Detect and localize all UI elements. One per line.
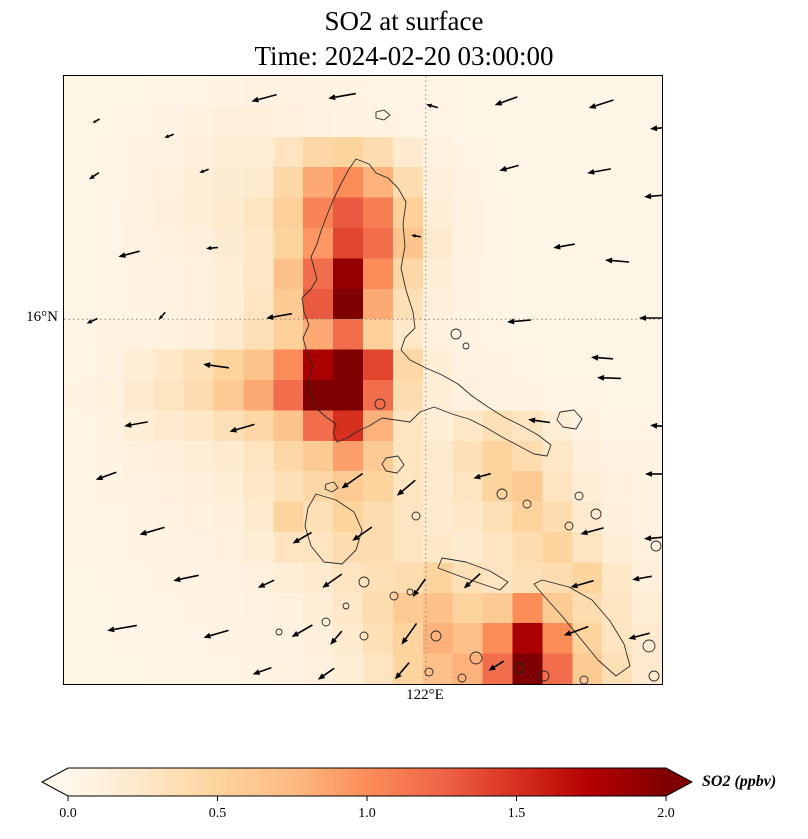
coastline-islet (359, 631, 369, 641)
coastline-islet (462, 342, 470, 350)
plot-title: SO2 at surface (324, 6, 484, 36)
coastline-islet (358, 576, 370, 588)
gridlines-layer (64, 76, 662, 684)
colorbar-left-arrow (42, 768, 68, 796)
coastline-islet (342, 602, 350, 610)
colorbar-canvas: 0.0 0.5 1.0 1.5 2.0 (40, 767, 694, 821)
coastline-islet (538, 670, 550, 682)
colorbar: 0.0 0.5 1.0 1.5 2.0 SO2 (ppbv) (0, 764, 808, 836)
coastline-islet (424, 667, 434, 677)
coastline-layer (275, 109, 662, 684)
svg-text:0.0: 0.0 (59, 806, 77, 821)
map-plot (63, 75, 663, 685)
coastline-mindoro (304, 493, 363, 565)
coastline-islet (522, 499, 532, 509)
lat-tick-label: 16°N (26, 309, 58, 325)
coastline-islet (450, 328, 462, 340)
plot-subtitle: Time: 2024-02-20 03:00:00 (254, 41, 554, 71)
coastline-islet (275, 628, 283, 636)
svg-text:0.5: 0.5 (209, 806, 227, 821)
map-canvas (64, 76, 662, 684)
coastline-islet (406, 588, 414, 596)
coastline-islet (389, 591, 399, 601)
lake-laguna (374, 398, 386, 410)
colorbar-ticks: 0.0 0.5 1.0 1.5 2.0 (59, 796, 675, 821)
coastline-samar (533, 579, 631, 677)
coastline-islet (430, 630, 442, 642)
coastline-islet (590, 508, 602, 520)
coastline-masbate (437, 557, 509, 591)
coastline-island-north (375, 109, 391, 121)
coastline-islet (579, 675, 589, 684)
colorbar-right-arrow (666, 768, 692, 796)
svg-text:2.0: 2.0 (657, 806, 675, 821)
coastline-islet (496, 488, 508, 500)
coastline-islet (457, 673, 467, 683)
svg-text:1.0: 1.0 (358, 806, 376, 821)
coastline-islet (469, 651, 483, 665)
heatmap-layer (64, 76, 662, 684)
coastline-islet (650, 540, 662, 552)
wind-quiver-layer (86, 92, 662, 680)
coastline-islet (321, 617, 331, 627)
coastline-islet (411, 511, 421, 521)
colorbar-gradient (68, 768, 666, 796)
coastline-islet (513, 662, 525, 674)
coastline-islet (648, 670, 660, 682)
coastline-marinduque (381, 455, 405, 474)
coastline-islet (324, 481, 339, 493)
coastline-islet (642, 639, 656, 653)
coastline-islet (574, 491, 584, 501)
coastline-luzon (301, 158, 552, 457)
colorbar-label: SO2 (ppbv) (702, 773, 777, 790)
svg-text:1.5: 1.5 (508, 806, 526, 821)
coastline-catanduanes (556, 409, 583, 430)
coastline-islet (564, 521, 574, 531)
lon-tick-label: 122°E (406, 687, 444, 703)
